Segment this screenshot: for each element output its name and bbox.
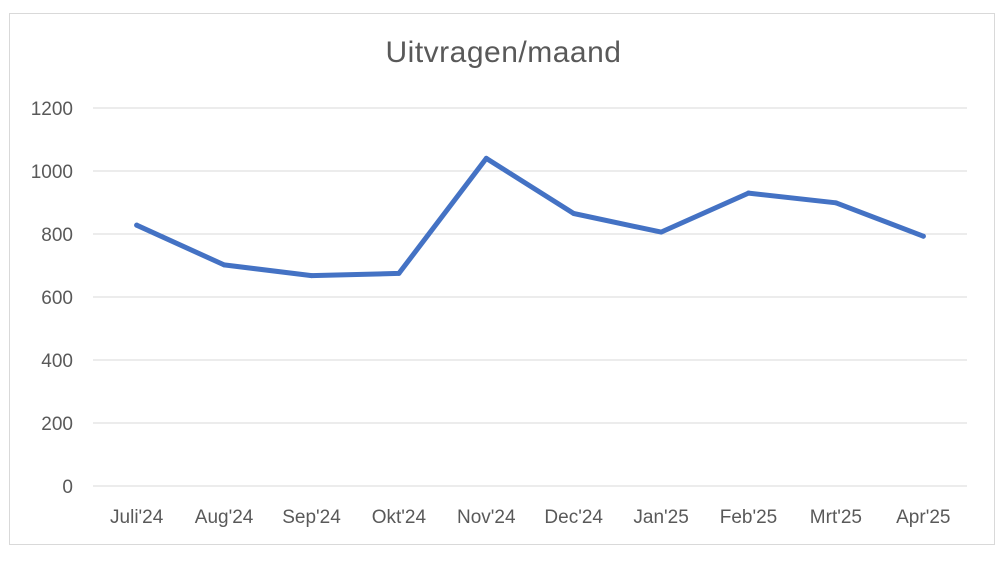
series-group	[134, 155, 926, 279]
data-point	[309, 273, 314, 279]
data-point	[746, 190, 751, 196]
x-axis-tick-labels: Juli'24 Aug'24 Sep'24 Okt'24 Nov'24 Dec'24 Jan…	[110, 507, 950, 528]
data-point	[658, 229, 664, 235]
data-point	[920, 233, 926, 239]
y-tick-label: 1200	[31, 99, 73, 120]
data-point	[134, 222, 140, 228]
x-tick-label: Juli'24	[110, 507, 164, 528]
y-tick-label: 1000	[31, 162, 73, 183]
x-tick-label: Okt'24	[372, 507, 427, 528]
x-tick-label: Nov'24	[457, 507, 516, 528]
y-tick-label: 800	[41, 225, 73, 246]
data-point	[483, 155, 489, 161]
gridlines	[93, 107, 967, 487]
y-axis-tick-labels: 0 200 400 600 800 1000 1200	[31, 99, 73, 498]
x-tick-label: Mrt'25	[810, 507, 862, 528]
x-tick-label: Jan'25	[633, 507, 688, 528]
data-point	[571, 211, 577, 217]
x-tick-label: Apr'25	[896, 507, 950, 528]
x-tick-label: Dec'24	[544, 507, 603, 528]
x-tick-label: Feb'25	[720, 507, 778, 528]
y-tick-label: 600	[41, 288, 73, 309]
y-tick-label: 200	[41, 414, 73, 435]
series-line-0	[134, 155, 926, 279]
chart-area	[9, 13, 995, 545]
data-point	[221, 262, 227, 268]
data-point	[396, 270, 402, 276]
x-tick-label: Sep'24	[282, 507, 341, 528]
x-tick-label: Aug'24	[195, 507, 254, 528]
data-point	[833, 200, 839, 206]
chart-title: Uitvragen/maand	[385, 36, 622, 69]
y-tick-label: 0	[62, 477, 73, 498]
y-tick-label: 400	[41, 351, 73, 372]
